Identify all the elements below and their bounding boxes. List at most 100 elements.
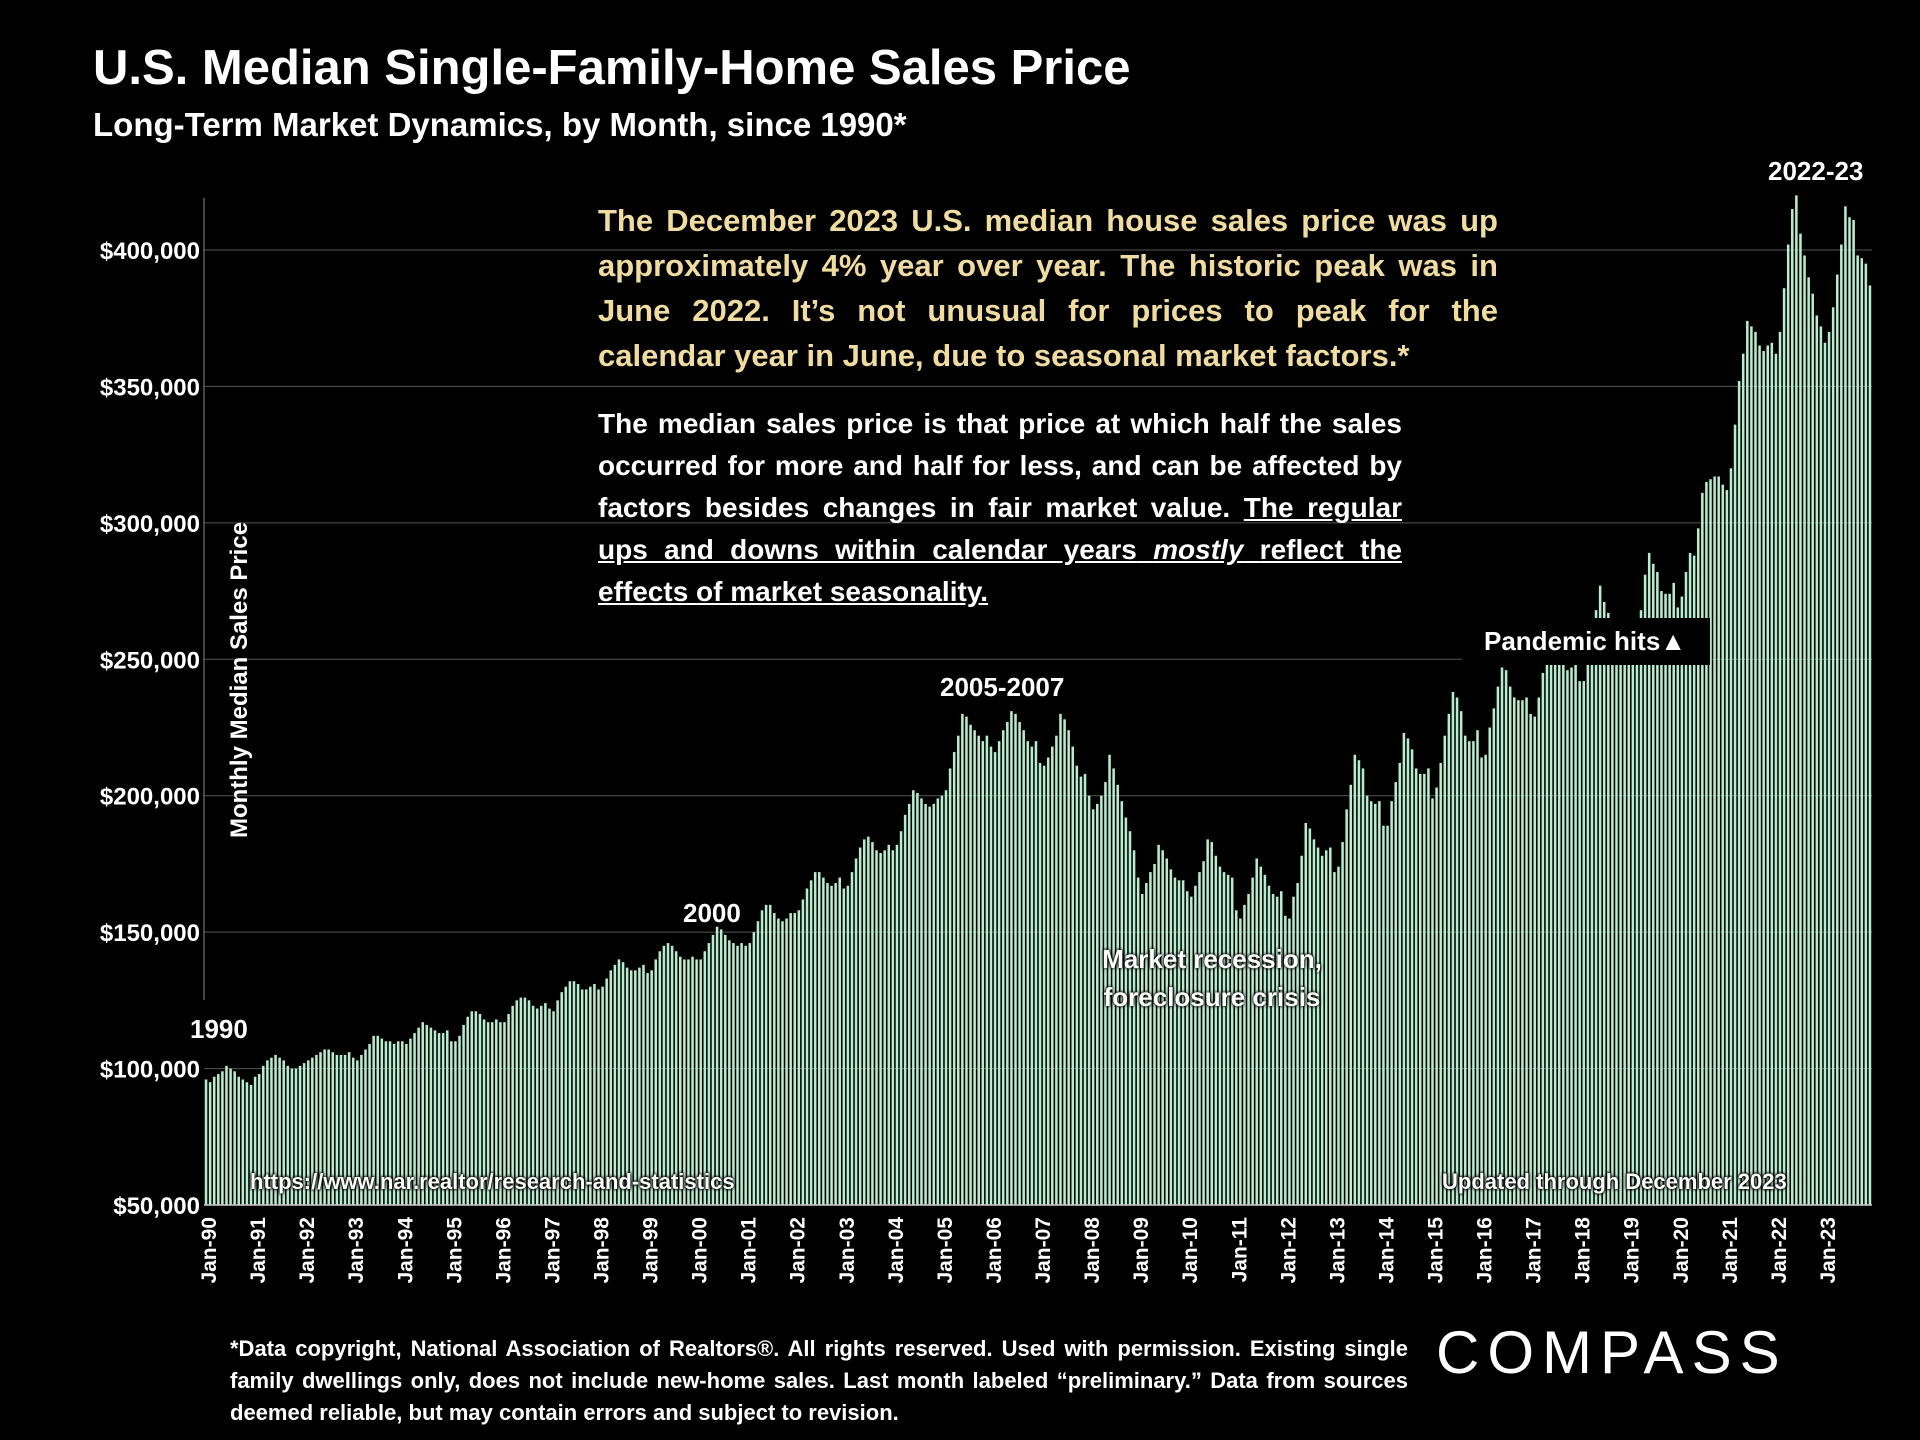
bar <box>785 918 788 1205</box>
bar <box>764 904 768 1205</box>
bar <box>818 872 821 1205</box>
bar <box>450 1041 453 1205</box>
bar <box>707 943 711 1205</box>
bar <box>441 1033 445 1205</box>
bar <box>1791 209 1794 1205</box>
x-tick-label: Jan-04 <box>885 1217 908 1284</box>
bar <box>711 934 715 1205</box>
bar <box>1255 858 1258 1205</box>
bar <box>1696 528 1700 1205</box>
bar <box>1492 708 1496 1205</box>
bar <box>781 921 784 1205</box>
bar <box>989 746 993 1205</box>
x-tick-label: Jan-03 <box>836 1217 859 1284</box>
bar <box>1733 424 1737 1205</box>
bar <box>842 888 846 1205</box>
x-tick-label: Jan-20 <box>1670 1217 1693 1284</box>
bar <box>1198 872 1201 1205</box>
bar <box>413 1033 416 1205</box>
bar <box>1414 768 1418 1205</box>
callout-median-definition: The median sales price is that price at … <box>598 403 1402 613</box>
bar <box>1308 828 1312 1205</box>
bar <box>977 735 980 1205</box>
y-tick-label: $350,000 <box>100 374 200 401</box>
bar <box>1545 659 1549 1205</box>
bar <box>1451 692 1455 1205</box>
bar <box>1165 858 1169 1205</box>
bars <box>204 195 1872 1206</box>
bar <box>519 997 523 1205</box>
bar <box>1271 893 1275 1205</box>
bar <box>1541 672 1545 1205</box>
bar <box>891 850 895 1205</box>
bar <box>1357 760 1361 1205</box>
bar <box>809 880 813 1205</box>
bar <box>1578 681 1581 1205</box>
x-tick-label: Jan-18 <box>1572 1217 1595 1284</box>
bar <box>1153 863 1156 1205</box>
bar <box>1394 782 1397 1205</box>
bar <box>1390 801 1393 1205</box>
bar <box>540 1005 543 1205</box>
bar <box>323 1049 326 1205</box>
bar <box>1672 582 1675 1205</box>
bar <box>654 959 658 1205</box>
bar <box>740 943 743 1205</box>
bar <box>1374 803 1377 1205</box>
bar <box>1476 730 1479 1205</box>
x-tick-label: Jan-98 <box>591 1217 614 1284</box>
bar <box>347 1052 351 1205</box>
bar <box>948 768 952 1205</box>
bar <box>1014 713 1017 1205</box>
bar <box>1459 711 1463 1205</box>
bar <box>1210 842 1214 1205</box>
bar <box>752 932 756 1205</box>
bar <box>1688 552 1692 1205</box>
annotation-pandemic: Pandemic hits▲ <box>1462 618 1711 665</box>
bar <box>907 803 911 1205</box>
bar <box>241 1079 245 1205</box>
bar <box>1766 345 1770 1205</box>
bar <box>1173 877 1177 1205</box>
bar <box>871 842 874 1205</box>
bar <box>936 798 940 1205</box>
bar <box>1304 823 1308 1205</box>
bar <box>748 943 752 1205</box>
bar <box>1635 632 1639 1205</box>
bar <box>625 967 629 1205</box>
bar <box>523 997 527 1205</box>
x-tick-label: Jan-97 <box>542 1217 565 1284</box>
bar <box>572 981 576 1205</box>
bar <box>1602 601 1606 1205</box>
bar <box>552 1011 555 1205</box>
annotation-bubble: 2005-2007 <box>940 672 1065 702</box>
bar <box>1549 642 1553 1205</box>
bar <box>650 970 653 1205</box>
bar <box>646 973 649 1205</box>
bar <box>1157 844 1160 1205</box>
bar <box>556 1000 559 1205</box>
bar <box>339 1054 343 1205</box>
bar <box>499 1022 502 1205</box>
bar <box>846 885 850 1205</box>
bar <box>760 910 764 1205</box>
bar <box>1100 795 1103 1205</box>
bar <box>580 989 584 1205</box>
bar <box>1840 244 1843 1206</box>
bar <box>1684 571 1688 1205</box>
bar <box>903 814 907 1205</box>
bar <box>229 1068 232 1205</box>
bar <box>687 959 690 1205</box>
bar <box>1852 219 1855 1206</box>
bar <box>1472 741 1475 1205</box>
bar <box>899 831 903 1205</box>
y-tick-label: $50,000 <box>113 1193 200 1220</box>
bar <box>1063 719 1066 1205</box>
bar <box>879 853 882 1205</box>
x-tick-label: Jan-14 <box>1376 1217 1399 1284</box>
x-tick-label: Jan-05 <box>934 1217 957 1284</box>
bar <box>1087 795 1091 1205</box>
bar <box>409 1038 412 1205</box>
bar <box>1406 738 1410 1205</box>
bar <box>638 967 641 1205</box>
